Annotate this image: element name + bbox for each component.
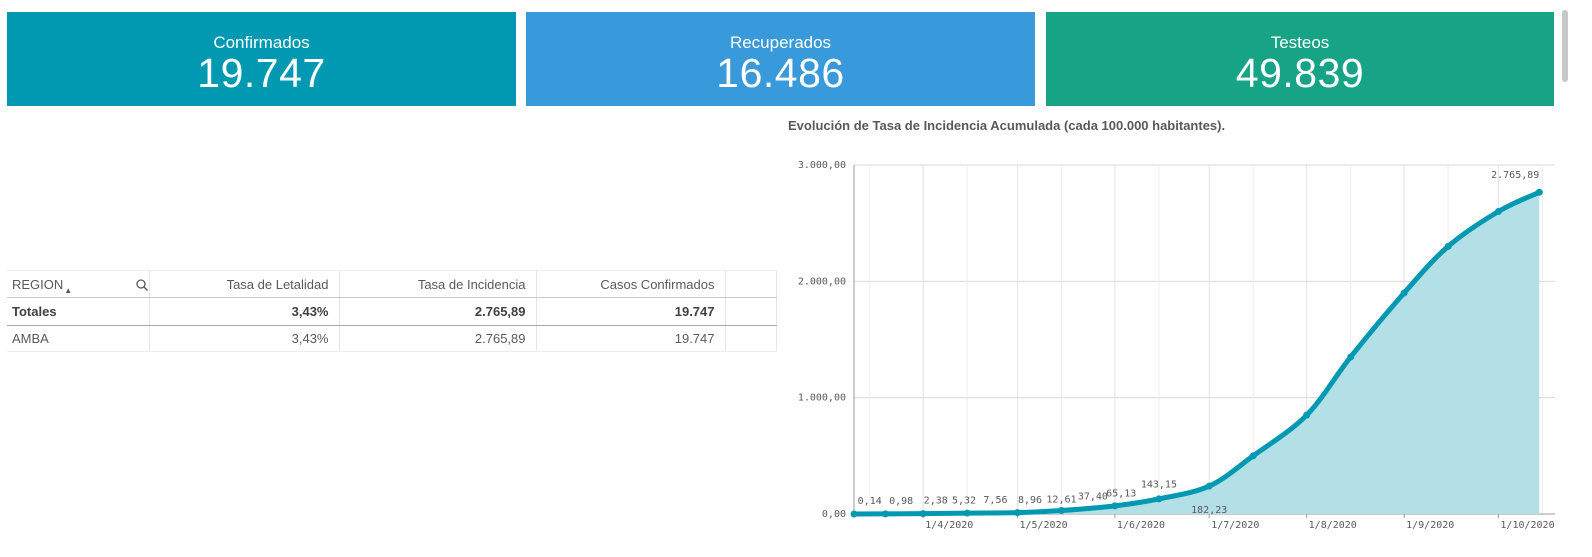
x-tick-label: 1/9/2020: [1406, 520, 1454, 531]
y-tick-label: 3.000,00: [798, 160, 846, 171]
totals-empty: [725, 297, 777, 326]
header-letalidad[interactable]: Tasa de Letalidad: [149, 270, 340, 298]
kpi-label: Testeos: [1270, 33, 1330, 52]
table-header-row: REGION▲ Tasa de Letalidad Tasa de Incide…: [7, 270, 777, 298]
data-label: 182,23: [1191, 505, 1227, 516]
data-point: [963, 509, 971, 517]
data-point: [1111, 502, 1119, 510]
kpi-recuperados[interactable]: Recuperados 16.486: [526, 12, 1035, 106]
data-point: [1249, 452, 1257, 460]
x-tick-label: 1/6/2020: [1117, 520, 1165, 531]
y-tick-label: 1.000,00: [798, 393, 846, 404]
totals-row: Totales 3,43% 2.765,89 19.747: [7, 297, 777, 326]
data-label: 2,38: [924, 496, 948, 507]
header-confirmados[interactable]: Casos Confirmados: [536, 270, 726, 298]
row-confirmados: 19.747: [536, 325, 726, 352]
totals-confirmados: 19.747: [536, 297, 726, 326]
header-incidencia[interactable]: Tasa de Incidencia: [339, 270, 537, 298]
data-point: [1444, 242, 1452, 250]
totals-label: Totales: [7, 297, 150, 326]
data-label: 143,15: [1141, 479, 1177, 490]
x-tick-label: 1/5/2020: [1019, 520, 1067, 531]
chart-title: Evolución de Tasa de Incidencia Acumulad…: [788, 118, 1226, 133]
data-label: 37,40: [1078, 492, 1108, 503]
data-point: [1155, 495, 1163, 503]
table-row[interactable]: AMBA 3,43% 2.765,89 19.747: [7, 325, 777, 352]
totals-letalidad: 3,43%: [149, 297, 340, 326]
data-label: 7,56: [983, 495, 1007, 506]
kpi-label: Confirmados: [213, 33, 310, 52]
header-empty: [725, 270, 777, 298]
header-region-label: REGION: [12, 276, 64, 292]
sort-ascending-icon[interactable]: ▲: [64, 285, 73, 295]
data-point: [1057, 507, 1065, 515]
row-region[interactable]: AMBA: [7, 325, 150, 352]
kpi-testeos[interactable]: Testeos 49.839: [1046, 12, 1554, 106]
kpi-value: 49.839: [1235, 50, 1365, 96]
data-label: 0,98: [889, 496, 913, 507]
row-incidencia: 2.765,89: [339, 325, 537, 352]
x-tick-label: 1/7/2020: [1211, 520, 1259, 531]
data-point: [850, 510, 858, 518]
totals-incidencia: 2.765,89: [339, 297, 537, 326]
x-tick-label: 1/8/2020: [1309, 520, 1357, 531]
data-label: 12,61: [1046, 495, 1076, 506]
row-empty: [725, 325, 777, 352]
data-label: 5,32: [952, 495, 976, 506]
page-scrollbar[interactable]: [1562, 10, 1568, 82]
kpi-confirmados[interactable]: Confirmados 19.747: [7, 12, 516, 106]
data-point: [881, 510, 889, 518]
data-label: 2.765,89: [1491, 170, 1539, 181]
kpi-value: 19.747: [197, 50, 326, 96]
data-label: 65,13: [1106, 488, 1136, 499]
data-label: 0,14: [858, 496, 882, 507]
series-line: [851, 189, 1542, 517]
region-table: REGION▲ Tasa de Letalidad Tasa de Incide…: [7, 270, 777, 352]
kpi-label: Recuperados: [729, 33, 832, 52]
incidence-area-chart[interactable]: 0,00 1.000,00 2.000,00 3.000,00 1/4/2020 1/5/…: [770, 140, 1560, 550]
data-point: [1205, 482, 1213, 490]
x-tick-label: 1/4/2020: [925, 520, 973, 531]
data-label: 8,96: [1018, 495, 1042, 506]
data-point: [1303, 411, 1311, 419]
y-tick-label: 0,00: [822, 509, 846, 520]
data-point: [1013, 509, 1021, 517]
kpi-value: 16.486: [716, 50, 845, 96]
x-tick-label: 1/10/2020: [1500, 520, 1554, 531]
row-letalidad: 3,43%: [149, 325, 340, 352]
data-point: [1400, 289, 1408, 297]
header-region[interactable]: REGION▲: [7, 270, 150, 298]
area-fill: [854, 192, 1540, 514]
data-point: [1494, 208, 1502, 216]
data-point: [1347, 353, 1355, 361]
data-point: [919, 510, 927, 518]
search-icon[interactable]: [135, 278, 149, 292]
data-point: [1535, 188, 1543, 196]
y-tick-label: 2.000,00: [798, 276, 846, 287]
